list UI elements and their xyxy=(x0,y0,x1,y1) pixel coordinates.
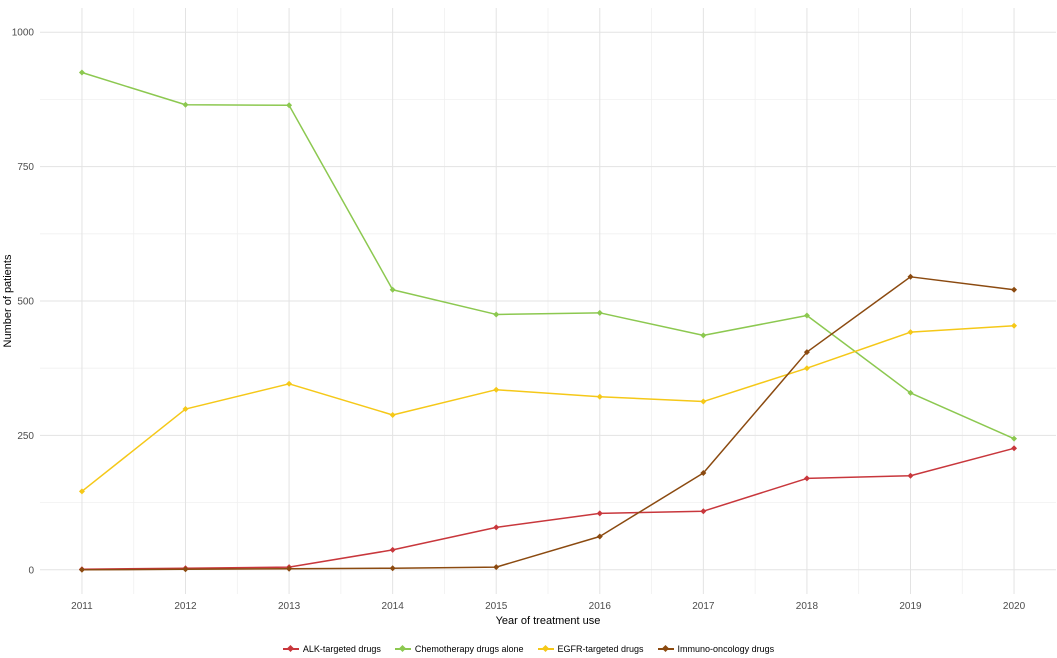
y-tick-label: 750 xyxy=(17,162,34,173)
y-tick-label: 500 xyxy=(17,297,34,308)
data-point-immuno-oncology-drugs xyxy=(78,566,85,573)
x-tick-label: 2012 xyxy=(174,601,197,612)
data-point-chemotherapy-drugs-alone xyxy=(182,101,189,108)
legend: ALK-targeted drugs Chemotherapy drugs alo… xyxy=(0,640,1057,658)
x-tick-label: 2013 xyxy=(278,601,301,612)
series-line-egfr-targeted-drugs xyxy=(81,324,1015,492)
legend-key-chemotherapy-drugs-alone xyxy=(394,644,411,654)
data-point-chemotherapy-drugs-alone xyxy=(493,311,500,318)
data-point-immuno-oncology-drugs xyxy=(803,349,810,356)
data-point-alk-targeted-drugs xyxy=(493,524,500,531)
y-tick-label: 250 xyxy=(17,431,34,442)
y-tick-label: 0 xyxy=(28,565,34,576)
x-tick-label: 2018 xyxy=(796,601,819,612)
data-point-egfr-targeted-drugs xyxy=(907,329,914,336)
data-point-chemotherapy-drugs-alone xyxy=(596,309,603,316)
data-point-chemotherapy-drugs-alone xyxy=(803,312,810,319)
data-point-immuno-oncology-drugs xyxy=(389,565,396,572)
y-tick-label: 1000 xyxy=(12,28,35,39)
data-point-immuno-oncology-drugs xyxy=(1011,286,1018,293)
data-point-alk-targeted-drugs xyxy=(907,472,914,479)
data-point-alk-targeted-drugs xyxy=(700,508,707,515)
y-axis-title: Number of patients xyxy=(2,254,14,347)
data-point-chemotherapy-drugs-alone xyxy=(389,286,396,293)
x-tick-label: 2015 xyxy=(485,601,508,612)
x-axis-title: Year of treatment use xyxy=(496,615,601,627)
legend-item-alk-targeted-drugs: ALK-targeted drugs xyxy=(282,644,381,654)
legend-label: Chemotherapy drugs alone xyxy=(414,644,524,654)
legend-label: EGFR-targeted drugs xyxy=(557,644,644,654)
legend-key-egfr-targeted-drugs xyxy=(537,644,554,654)
data-point-immuno-oncology-drugs xyxy=(907,273,914,280)
data-point-egfr-targeted-drugs xyxy=(493,386,500,393)
data-point-immuno-oncology-drugs xyxy=(182,566,189,573)
data-point-chemotherapy-drugs-alone xyxy=(907,389,914,396)
data-point-immuno-oncology-drugs xyxy=(700,470,707,477)
x-tick-label: 2017 xyxy=(692,601,715,612)
data-point-egfr-targeted-drugs xyxy=(389,411,396,418)
legend-item-egfr-targeted-drugs: EGFR-targeted drugs xyxy=(537,644,644,654)
data-point-egfr-targeted-drugs xyxy=(700,398,707,405)
x-tick-label: 2011 xyxy=(71,601,93,612)
data-point-chemotherapy-drugs-alone xyxy=(1011,435,1018,442)
series-line-immuno-oncology-drugs xyxy=(81,276,1015,571)
data-point-immuno-oncology-drugs xyxy=(286,565,293,572)
x-tick-label: 2014 xyxy=(382,601,405,612)
line-chart: 0 250 500 750 1000 2011 2012 2013 2014 2015 2016 20… xyxy=(2,8,1056,627)
legend-item-immuno-oncology-drugs: Immuno-oncology drugs xyxy=(657,644,775,654)
data-point-chemotherapy-drugs-alone xyxy=(286,102,293,109)
legend-key-alk-targeted-drugs xyxy=(282,644,299,654)
x-tick-label: 2016 xyxy=(589,601,612,612)
legend-item-chemotherapy-drugs-alone: Chemotherapy drugs alone xyxy=(394,644,524,654)
data-point-alk-targeted-drugs xyxy=(1011,445,1018,452)
data-point-egfr-targeted-drugs xyxy=(78,488,85,495)
legend-label: Immuno-oncology drugs xyxy=(677,644,775,654)
data-point-alk-targeted-drugs xyxy=(389,546,396,553)
data-point-alk-targeted-drugs xyxy=(596,510,603,517)
x-tick-label: 2019 xyxy=(899,601,922,612)
data-point-egfr-targeted-drugs xyxy=(596,393,603,400)
data-point-egfr-targeted-drugs xyxy=(1011,322,1018,329)
data-point-egfr-targeted-drugs xyxy=(182,406,189,413)
data-point-egfr-targeted-drugs xyxy=(286,380,293,387)
data-point-chemotherapy-drugs-alone xyxy=(78,69,85,76)
data-point-alk-targeted-drugs xyxy=(803,475,810,482)
data-point-chemotherapy-drugs-alone xyxy=(700,332,707,339)
legend-label: ALK-targeted drugs xyxy=(302,644,381,654)
series-line-chemotherapy-drugs-alone xyxy=(81,71,1015,440)
x-tick-label: 2020 xyxy=(1003,601,1026,612)
data-point-immuno-oncology-drugs xyxy=(596,533,603,540)
legend-key-immuno-oncology-drugs xyxy=(657,644,674,654)
series-line-alk-targeted-drugs xyxy=(81,447,1015,571)
data-point-egfr-targeted-drugs xyxy=(803,365,810,372)
data-point-immuno-oncology-drugs xyxy=(493,564,500,571)
